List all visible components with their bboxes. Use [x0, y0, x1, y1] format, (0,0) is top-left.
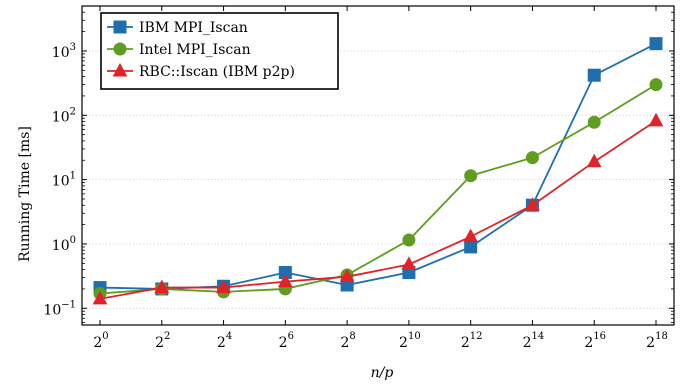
x-tick-label: 20	[93, 331, 108, 351]
data-point	[339, 268, 355, 283]
y-tick-label: 100	[52, 235, 76, 254]
series-line	[99, 120, 657, 300]
legend-label: RBC::Iscan (IBM p2p)	[139, 64, 295, 80]
data-point	[464, 169, 478, 183]
data-point	[586, 153, 602, 168]
y-axis-title: Running Time [ms]	[17, 126, 33, 262]
legend-item: IBM MPI_Iscan	[107, 20, 248, 36]
series-line	[99, 83, 657, 295]
data-point	[525, 151, 539, 165]
series-triangle	[92, 112, 664, 305]
x-tick-label: 28	[340, 331, 355, 351]
x-axis-title: n/p	[371, 365, 394, 381]
data-point	[92, 290, 108, 305]
legend-marker	[112, 62, 128, 77]
legend-marker	[113, 42, 127, 56]
x-tick-label: 26	[279, 331, 294, 351]
y-tick-label: 102	[52, 106, 76, 125]
x-tick-label: 216	[584, 331, 606, 351]
y-tick-label: 101	[52, 171, 76, 190]
x-tick-label: 214	[523, 331, 545, 351]
data-point	[525, 197, 540, 211]
data-point	[649, 78, 663, 92]
x-tick-label: 218	[646, 331, 668, 351]
legend-label: IBM MPI_Iscan	[139, 20, 248, 36]
data-point	[587, 68, 601, 82]
data-point	[402, 233, 416, 247]
data-point	[401, 256, 417, 270]
x-tick-label: 210	[399, 331, 421, 351]
x-tick-label: 24	[217, 331, 232, 351]
legend-box	[100, 12, 339, 90]
legend-label: Intel MPI_Iscan	[139, 42, 251, 58]
y-tick-label: 10−1	[43, 299, 76, 318]
x-tick-label: 22	[155, 331, 170, 351]
y-tick-label: 103	[52, 42, 76, 61]
data-point	[463, 228, 479, 243]
legend-item: RBC::Iscan (IBM p2p)	[107, 62, 295, 80]
data-point	[216, 279, 231, 294]
data-point	[587, 115, 601, 129]
legend-item: Intel MPI_Iscan	[107, 42, 251, 58]
data-point	[277, 273, 293, 288]
data-point	[649, 37, 663, 51]
axis-ticks: 10−1 100 101 102 103 20 22 24 26 28 210 212 214 216 21…	[43, 5, 674, 351]
series-group	[92, 37, 664, 305]
data-point	[154, 279, 170, 294]
legend-marker	[113, 20, 127, 34]
data-point	[464, 240, 478, 254]
data-point	[648, 112, 664, 127]
x-tick-label: 212	[461, 331, 483, 351]
plot-area	[81, 5, 675, 326]
